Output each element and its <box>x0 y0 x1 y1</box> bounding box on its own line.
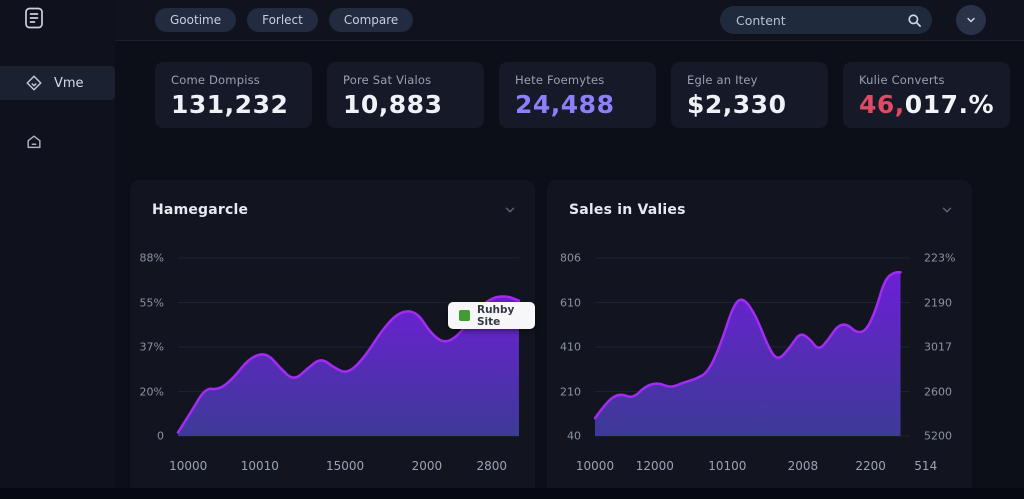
stat-value-part: 017.% <box>904 90 995 119</box>
area-stroke <box>178 296 519 432</box>
chart-panel-header: Sales in Valies <box>569 202 954 218</box>
area-chart <box>595 258 910 436</box>
charts-row: Hamegarcle 88% 55% 37% 20% 0 <box>130 180 972 488</box>
stat-label: Come Dompiss <box>171 73 260 87</box>
sidebar-item-label: Vme <box>54 75 84 91</box>
axis-tick-label: 410 <box>560 340 581 354</box>
sidebar: Vme <box>0 0 115 499</box>
tab-pill[interactable]: Compare <box>328 8 414 32</box>
stat-label: Kulie Converts <box>859 73 945 87</box>
stat-value: 46,017.% <box>859 90 994 119</box>
y-axis-labels: 88% 55% 37% 20% 0 <box>130 252 172 443</box>
axis-tick-label: 210 <box>560 385 581 398</box>
filter-pills: Gootime Forlect Compare <box>155 8 414 32</box>
gem-icon <box>25 74 43 92</box>
stat-value: 24,488 <box>515 90 615 119</box>
tooltip-label: Ruhby Site <box>477 303 515 328</box>
chart-plot-area <box>595 258 910 436</box>
chevron-down-icon[interactable] <box>503 203 517 217</box>
stat-card: Come Dompiss 131,232 <box>155 62 312 128</box>
chart-tooltip: Ruhby Site <box>448 302 535 329</box>
axis-tick-label: 88% <box>139 251 164 265</box>
home-icon[interactable] <box>25 133 43 151</box>
tab-pill[interactable]: Forlect <box>247 8 318 32</box>
axis-tick-label: 3017 <box>924 340 952 354</box>
axis-tick-label: 37% <box>139 340 164 354</box>
area-stroke <box>595 272 901 418</box>
axis-tick-label: 223% <box>924 251 956 265</box>
sidebar-item-active[interactable]: Vme <box>0 66 115 100</box>
stat-card: Kulie Converts 46,017.% <box>843 62 1011 128</box>
axis-tick-label: 10000 <box>575 459 615 473</box>
x-axis-labels: 10000 10010 15000 2000 2800 <box>169 459 519 474</box>
chevron-down-icon <box>967 17 975 23</box>
axis-tick-label: 20% <box>139 385 164 398</box>
axis-tick-label: 15000 <box>325 459 365 473</box>
stat-card: Egle an Itey $2,330 <box>671 62 828 128</box>
chart-panel: Sales in Valies 806 610 410 210 40 223% 2190 3… <box>547 180 972 488</box>
area-fill <box>178 296 519 436</box>
dropdown-toggle-button[interactable] <box>956 5 986 35</box>
axis-tick-label: 2200 <box>855 459 886 473</box>
x-axis-labels: 10000 12000 10100 2008 2200 514 <box>576 459 937 474</box>
stat-card: Pore Sat Vialos 10,883 <box>327 62 484 128</box>
topbar: Gootime Forlect Compare <box>115 0 1024 41</box>
chart-title: Hamegarcle <box>152 202 249 218</box>
area-fill <box>595 272 901 436</box>
stat-value: 10,883 <box>343 90 443 119</box>
chevron-down-icon[interactable] <box>940 203 954 217</box>
axis-tick-label: 610 <box>560 296 581 309</box>
tab-pill[interactable]: Gootime <box>155 8 237 32</box>
area-chart <box>178 258 519 436</box>
search-icon[interactable] <box>907 13 922 28</box>
stat-value: 131,232 <box>171 90 289 119</box>
bottom-edge-strip <box>0 488 1024 499</box>
y-axis-labels-right: 223% 2190 3017 2600 5200 <box>914 252 972 443</box>
axis-tick-label: 0 <box>157 429 164 443</box>
stat-value: $2,330 <box>687 90 787 119</box>
axis-tick-label: 40 <box>567 429 581 443</box>
axis-tick-label: 5200 <box>924 429 952 443</box>
chart-title: Sales in Valies <box>569 202 686 218</box>
stats-row: Come Dompiss 131,232 Pore Sat Vialos 10,… <box>155 62 1011 128</box>
axis-tick-label: 2600 <box>924 385 952 398</box>
y-axis-labels: 806 610 410 210 40 <box>547 252 589 443</box>
stat-card: Hete Foemytes 24,488 <box>499 62 656 128</box>
series-swatch-icon <box>459 310 470 321</box>
stat-value-part: 46, <box>859 90 905 119</box>
search-box[interactable] <box>720 6 932 34</box>
app-logo-document-icon[interactable] <box>23 6 45 30</box>
stat-label: Hete Foemytes <box>515 73 605 87</box>
chart-panel: Hamegarcle 88% 55% 37% 20% 0 <box>130 180 535 488</box>
axis-tick-label: 10010 <box>240 459 279 473</box>
axis-tick-label: 514 <box>914 459 938 473</box>
axis-tick-label: 10100 <box>708 459 747 473</box>
axis-tick-label: 2800 <box>476 459 507 473</box>
axis-tick-label: 806 <box>560 251 581 265</box>
stat-label: Egle an Itey <box>687 73 758 87</box>
axis-tick-label: 2008 <box>787 459 819 473</box>
axis-tick-label: 55% <box>139 296 164 309</box>
axis-tick-label: 2000 <box>411 459 443 473</box>
stat-label: Pore Sat Vialos <box>343 73 432 87</box>
chart-panel-header: Hamegarcle <box>152 202 517 218</box>
axis-tick-label: 2190 <box>924 296 952 309</box>
axis-tick-label: 12000 <box>635 459 674 473</box>
axis-tick-label: 10000 <box>169 459 208 473</box>
chart-plot-area <box>178 258 519 436</box>
search-input[interactable] <box>736 12 907 28</box>
